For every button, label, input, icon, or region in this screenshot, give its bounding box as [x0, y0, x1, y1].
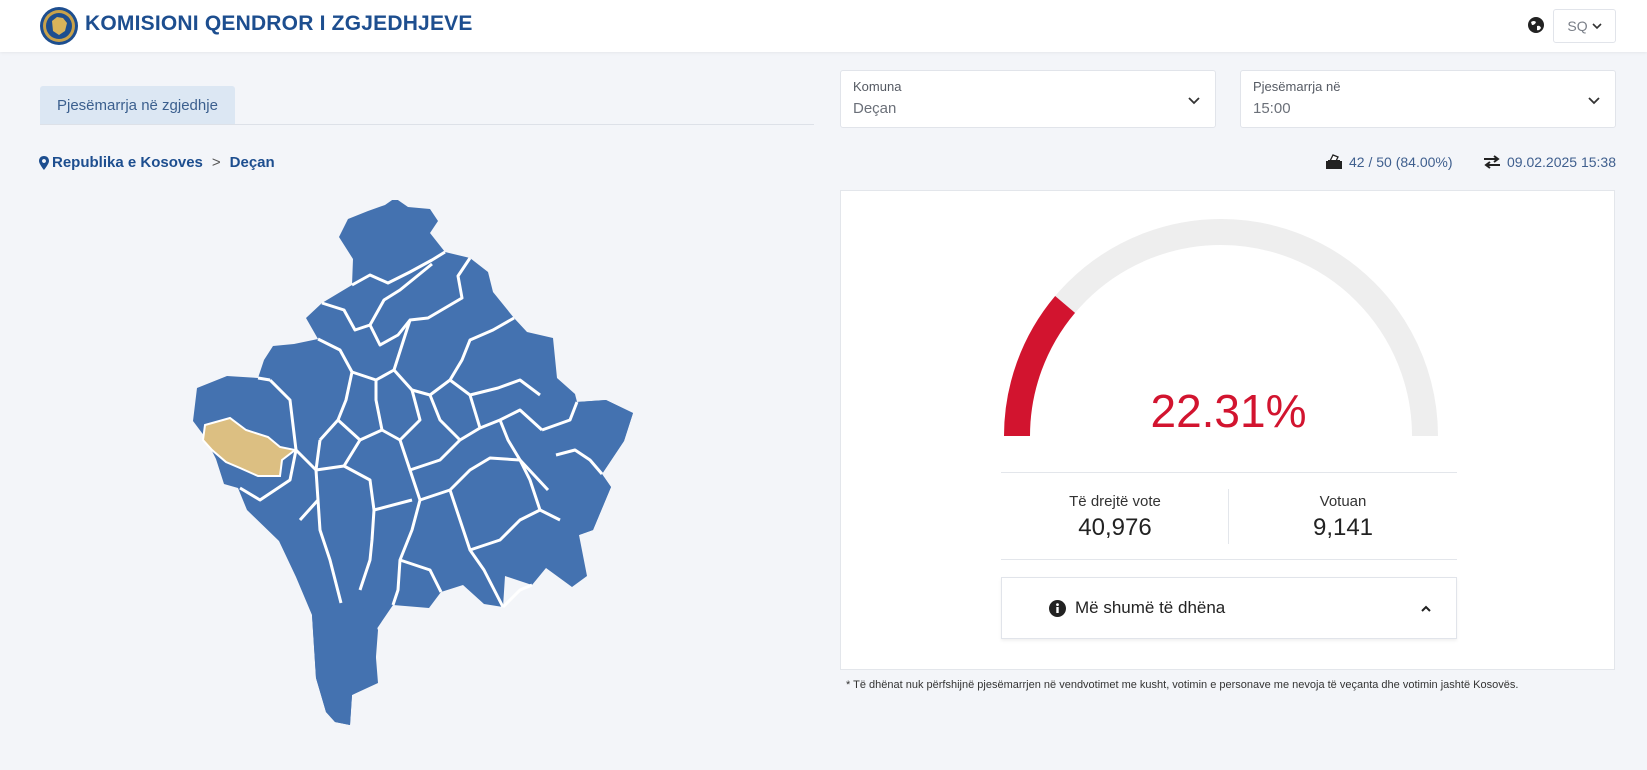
tab-turnout[interactable]: Pjesëmarrja në zgjedhje [40, 86, 235, 124]
turnout-gauge [1004, 219, 1438, 437]
polling-stations-stat: 42 / 50 (84.00%) [1325, 154, 1453, 170]
top-navbar: KOMISIONI QENDROR I ZGJEDHJEVE SQ [0, 0, 1647, 52]
last-updated-stat: 09.02.2025 15:38 [1483, 154, 1616, 170]
info-icon [1049, 600, 1066, 617]
chevron-up-icon [1421, 605, 1431, 612]
ballot-box-icon [1326, 154, 1342, 169]
breadcrumb-item-country[interactable]: Republika e Kosoves [52, 154, 203, 171]
exchange-arrows-icon [1484, 155, 1500, 169]
komuna-select-label: Komuna [853, 79, 902, 94]
breadcrumb-item-municipality[interactable]: Deçan [229, 154, 275, 171]
gauge-fill [1004, 296, 1076, 437]
turnout-percentage: 22.31% [1150, 385, 1307, 437]
divider [1001, 559, 1457, 560]
map-regions [193, 198, 633, 725]
map-pin-icon [39, 155, 49, 170]
eligible-voters-label: Të drejtë vote [1069, 493, 1161, 510]
language-selector[interactable]: SQ [1553, 9, 1616, 43]
globe-icon [1528, 17, 1544, 33]
time-select-label: Pjesëmarrja në [1253, 79, 1341, 94]
map-region-prizren[interactable] [312, 603, 378, 725]
breadcrumb: Republika e Kosoves > Deçan [39, 154, 275, 171]
polling-stations-count: 42 / 50 (84.00%) [1349, 154, 1453, 170]
footnote: * Të dhënat nuk përfshijnë pjesëmarrjen … [846, 679, 1519, 691]
divider [1228, 489, 1229, 544]
turnout-panel: 22.31% Të drejtë vote 40,976 Votuan 9,14… [840, 190, 1615, 670]
last-updated-time: 09.02.2025 15:38 [1507, 154, 1616, 170]
komuna-select-value: Deçan [853, 100, 897, 117]
time-select[interactable]: Pjesëmarrja në 15:00 [1240, 70, 1616, 128]
map-borders [239, 250, 604, 609]
site-title[interactable]: KOMISIONI QENDROR I ZGJEDHJEVE [85, 12, 473, 35]
language-code: SQ [1567, 18, 1588, 34]
map-outline-region[interactable] [193, 198, 633, 725]
voted-label: Votuan [1319, 493, 1367, 510]
chevron-down-icon [1592, 23, 1602, 30]
tab-bar: Pjesëmarrja në zgjedhje [40, 85, 814, 125]
kosovo-map [190, 198, 670, 730]
more-data-label: Më shumë të dhëna [1075, 598, 1226, 617]
eligible-voters-value: 40,976 [1078, 514, 1152, 541]
map-region-east[interactable] [540, 395, 633, 535]
komuna-select[interactable]: Komuna Deçan [840, 70, 1216, 128]
voted-value: 9,141 [1312, 514, 1374, 541]
map-region-decan-selected[interactable] [201, 416, 298, 477]
more-data-toggle[interactable]: Më shumë të dhëna [1001, 577, 1457, 639]
time-select-value: 15:00 [1253, 100, 1291, 117]
breadcrumb-separator: > [211, 154, 221, 171]
chevron-down-icon [1188, 97, 1200, 105]
kqz-logo-icon[interactable] [39, 6, 79, 46]
divider [1001, 472, 1457, 473]
chevron-down-icon [1588, 97, 1600, 105]
